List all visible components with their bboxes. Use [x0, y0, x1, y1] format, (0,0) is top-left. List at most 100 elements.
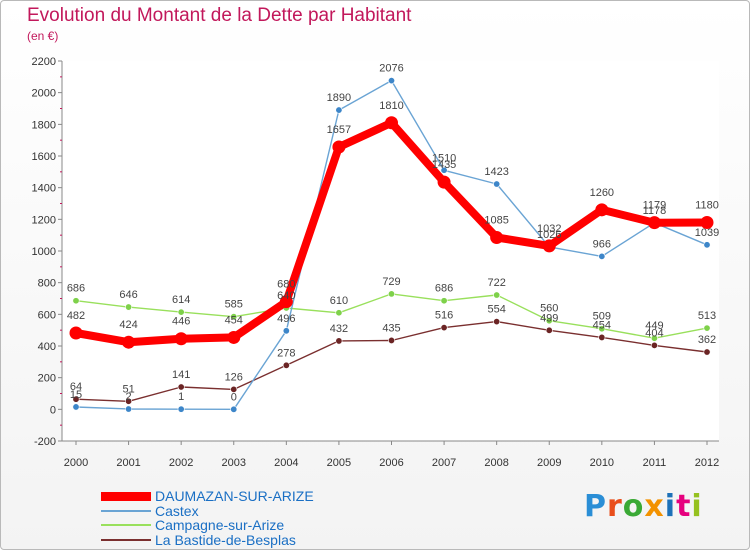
data-label: 1178 — [643, 205, 667, 217]
x-tick-label: 2006 — [379, 457, 403, 469]
data-label: 1 — [178, 391, 184, 403]
logo-letter: t — [676, 489, 692, 524]
data-label: 1179 — [643, 200, 667, 212]
data-label: 0 — [231, 391, 237, 403]
legend-item-la-bastide: La Bastide-de-Besplas — [101, 532, 296, 548]
legend-swatch — [101, 510, 151, 512]
data-label: 449 — [645, 320, 663, 332]
legend-swatch — [101, 539, 151, 541]
data-point — [703, 241, 711, 249]
data-label: 499 — [540, 312, 558, 324]
data-label: 686 — [67, 283, 85, 295]
legend-item-castex: Castex — [101, 503, 199, 519]
data-point — [230, 313, 238, 321]
data-label: 15 — [70, 389, 82, 401]
data-point — [545, 317, 553, 325]
x-tick-label: 2007 — [432, 457, 456, 469]
data-point — [647, 216, 661, 230]
y-tick-label: 1400 — [32, 183, 56, 195]
data-label: 446 — [172, 316, 190, 328]
chart-subtitle: (en €) — [27, 29, 59, 43]
y-tick-label: 1800 — [32, 119, 56, 131]
data-point — [335, 106, 343, 114]
data-label: 640 — [277, 290, 295, 302]
data-label: 554 — [487, 304, 505, 316]
data-point — [385, 116, 398, 130]
legend-label: Campagne-sur-Arize — [155, 517, 285, 533]
data-point — [387, 77, 395, 85]
data-point — [332, 140, 346, 154]
series-layer — [69, 77, 714, 413]
data-label: 646 — [119, 289, 137, 301]
x-tick-label: 2010 — [590, 457, 614, 469]
data-point — [703, 348, 711, 356]
x-tick-label: 2005 — [327, 457, 351, 469]
data-point — [650, 341, 658, 349]
data-point — [545, 326, 553, 334]
data-point — [177, 308, 185, 316]
x-tick-label: 2003 — [222, 457, 246, 469]
data-point — [335, 309, 343, 317]
data-label: 729 — [382, 276, 400, 288]
logo-letter: x — [644, 489, 665, 524]
data-point — [227, 330, 241, 344]
data-label: 509 — [593, 311, 611, 323]
data-label: 278 — [277, 347, 295, 359]
legend-item-campagne: Campagne-sur-Arize — [101, 517, 284, 533]
data-point — [230, 385, 238, 393]
data-point — [598, 325, 606, 333]
logo-letter: i — [691, 489, 703, 524]
y-tick-label: -200 — [34, 436, 56, 448]
data-point — [595, 203, 609, 217]
data-point — [598, 333, 606, 341]
y-tick-label: 1000 — [32, 246, 56, 258]
y-tick-label: 1600 — [32, 151, 56, 163]
data-point — [177, 383, 185, 391]
y-tick-label: 800 — [38, 278, 56, 290]
data-label: 1260 — [590, 187, 614, 199]
axes: -200 0 200 400 600 800 1000 1200 1400 1600 1800 200… — [32, 56, 720, 469]
x-tick-label: 2000 — [64, 457, 88, 469]
data-label: 141 — [172, 369, 190, 381]
data-label: 1039 — [695, 227, 719, 239]
data-label: 1657 — [327, 124, 351, 136]
legend-swatch — [101, 524, 151, 526]
data-point — [174, 332, 188, 346]
data-label: 680 — [277, 279, 295, 291]
legend-label: Castex — [155, 503, 199, 519]
data-label: 614 — [172, 294, 190, 306]
legend-item-daumazan: DAUMAZAN-SUR-ARIZE — [101, 488, 314, 504]
proxiti-logo: Proxiti — [584, 489, 703, 524]
logo-letter: P — [584, 489, 607, 524]
data-label: 513 — [698, 310, 716, 322]
data-point — [177, 405, 185, 413]
data-point — [542, 239, 556, 253]
data-label: 126 — [225, 371, 243, 383]
data-point — [125, 303, 133, 311]
data-point — [72, 297, 80, 305]
x-tick-label: 2002 — [169, 457, 193, 469]
y-tick-label: 0 — [50, 404, 56, 416]
data-point — [598, 252, 606, 260]
data-point — [493, 318, 501, 326]
data-label: 1890 — [327, 92, 351, 104]
data-point — [125, 397, 133, 405]
x-tick-label: 2004 — [274, 457, 298, 469]
data-label: 722 — [487, 277, 505, 289]
data-label: 362 — [698, 334, 716, 346]
data-point — [700, 216, 714, 229]
x-tick-label: 2009 — [537, 457, 561, 469]
data-point — [282, 361, 290, 369]
logo-letter: i — [664, 489, 677, 524]
logo-letter: r — [607, 489, 623, 524]
data-point — [490, 231, 504, 245]
y-tick-label: 1200 — [32, 214, 56, 226]
data-label: 585 — [225, 299, 243, 311]
data-point — [279, 295, 293, 309]
data-point — [387, 336, 395, 344]
data-point — [282, 327, 290, 335]
data-label: 1032 — [537, 223, 561, 235]
data-label: 435 — [382, 322, 400, 334]
